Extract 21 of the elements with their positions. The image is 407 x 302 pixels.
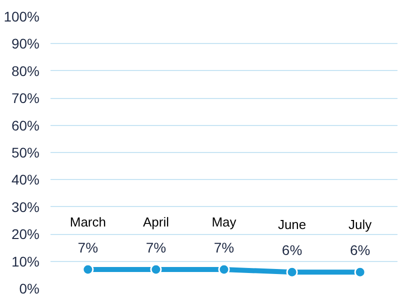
text: 7% <box>214 239 234 256</box>
y-tick-label: 100% <box>4 8 40 24</box>
x-tick-label: March <box>70 214 106 230</box>
y-tick-label: 30% <box>11 198 40 215</box>
y-tick-label: 20% <box>11 226 40 242</box>
text: 6% <box>350 242 370 258</box>
x-tick-label: May <box>212 214 237 230</box>
y-tick-label: 60% <box>11 117 40 134</box>
y-tick-label: 80% <box>11 62 40 79</box>
x-tick-label: June <box>278 217 306 232</box>
x-tick-label: July <box>348 217 372 232</box>
y-tick-label: 70% <box>11 90 40 106</box>
y-tick-label: 90% <box>11 36 40 52</box>
text: 7% <box>146 239 166 256</box>
y-tick-label: 40% <box>11 172 40 188</box>
y-tick-label: 10% <box>11 253 40 270</box>
y-tick-label: 0% <box>19 280 40 296</box>
text: 6% <box>282 242 302 258</box>
x-tick-label: April <box>142 214 170 230</box>
text: 7% <box>78 239 98 256</box>
y-tick-label: 50% <box>11 144 40 160</box>
